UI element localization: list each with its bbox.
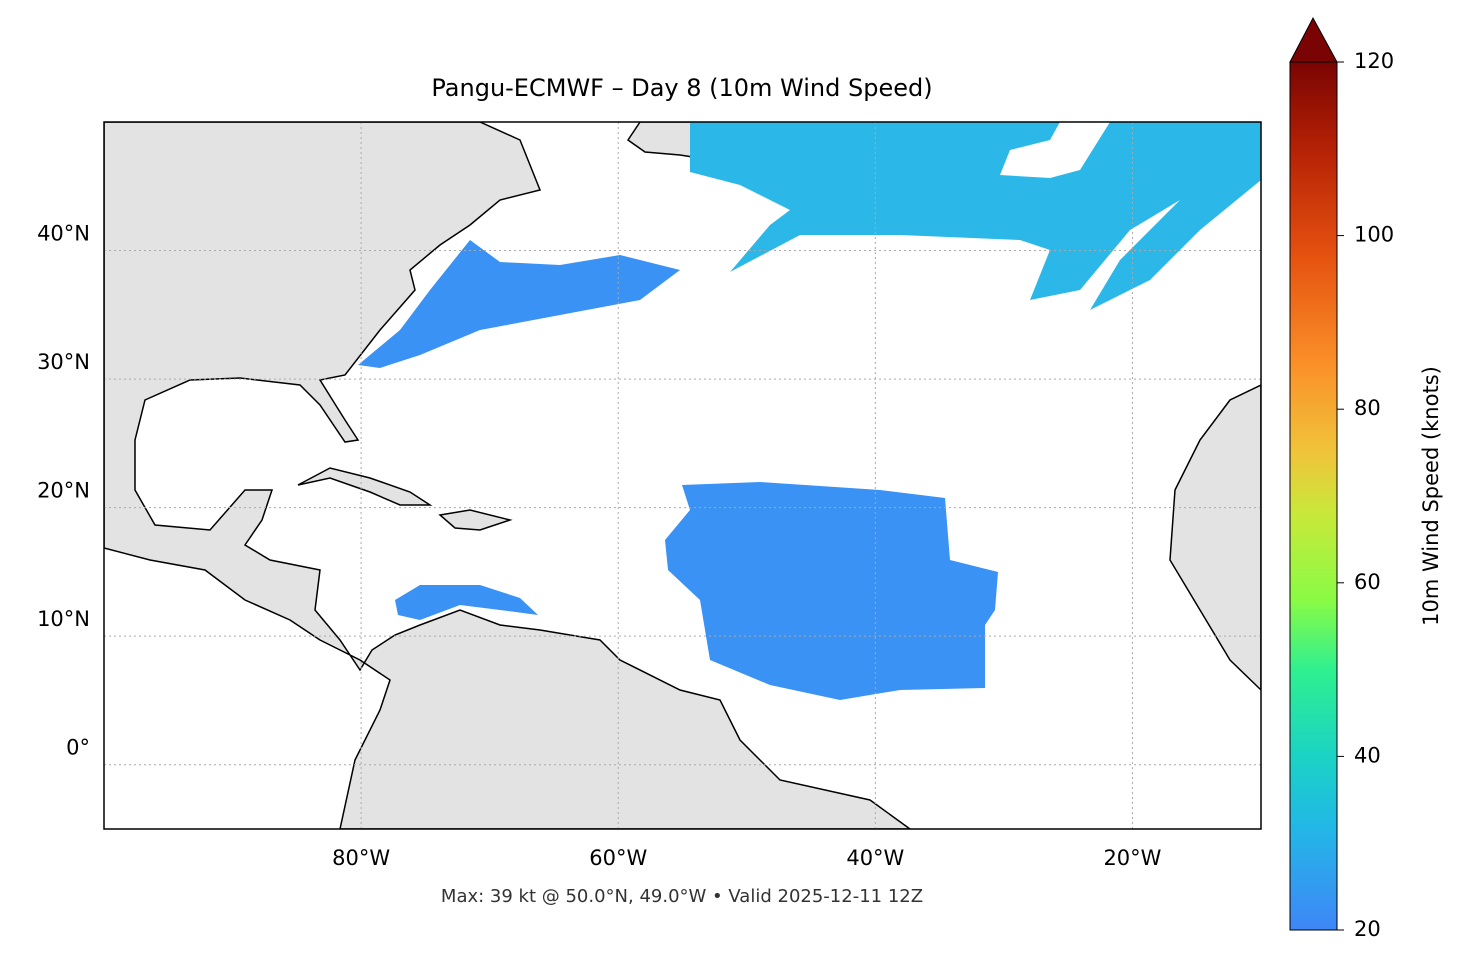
americas <box>104 122 912 829</box>
footnote: Max: 39 kt @ 50.0°N, 49.0°W • Valid 2025… <box>441 886 923 907</box>
colorbar-tick-label: 120 <box>1354 49 1394 73</box>
y-tick-label: 10°N <box>37 607 90 631</box>
chart-title: Pangu-ECMWF – Day 8 (10m Wind Speed) <box>431 74 932 102</box>
colorbar <box>1289 61 1338 931</box>
cuba <box>297 467 433 506</box>
colorbar-extend <box>1289 16 1338 63</box>
map-frame <box>103 121 1262 830</box>
x-tick-label: 40°W <box>846 846 904 870</box>
wind-region <box>358 240 680 368</box>
y-tick-label: 40°N <box>37 222 90 246</box>
hispaniola <box>438 509 513 531</box>
colorbar-tick-label: 40 <box>1354 743 1381 767</box>
wind-region <box>690 122 1261 310</box>
africa <box>1169 384 1261 692</box>
y-tick-label: 30°N <box>37 350 90 374</box>
x-tick-label: 60°W <box>589 846 647 870</box>
x-tick-label: 20°W <box>1103 846 1161 870</box>
wind-region <box>395 585 538 620</box>
y-tick-label: 0° <box>66 736 90 760</box>
colorbar-tick-label: 100 <box>1354 223 1394 247</box>
colorbar-tick-label: 60 <box>1354 570 1381 594</box>
x-tick-label: 80°W <box>332 846 390 870</box>
map-layers <box>104 122 1261 829</box>
colorbar-tick-label: 80 <box>1354 396 1381 420</box>
y-tick-label: 20°N <box>37 479 90 503</box>
wind-region <box>665 482 998 700</box>
colorbar-label: 10m Wind Speed (knots) <box>1419 366 1443 626</box>
colorbar-tick-label: 20 <box>1354 917 1381 941</box>
